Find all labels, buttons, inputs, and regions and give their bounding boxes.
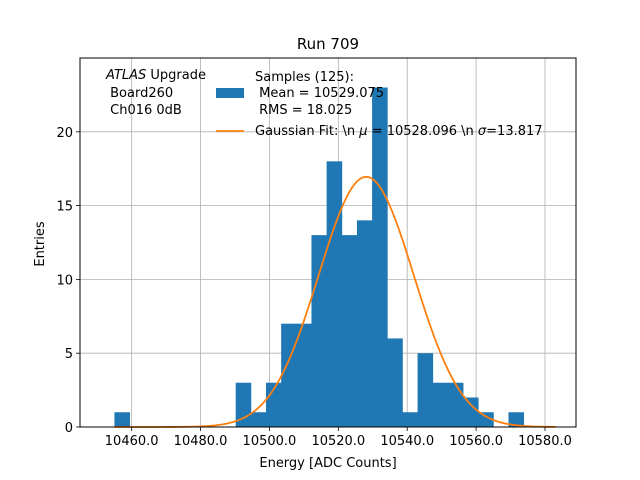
legend-histogram-swatch: [216, 88, 244, 98]
legend-fit-label: Gaussian Fit: \n μ = 10528.096 \n σ=13.8…: [255, 124, 543, 139]
legend-histogram-line-3: RMS = 18.025: [255, 103, 352, 118]
legend-fit-prefix: Gaussian Fit: \n: [255, 124, 359, 139]
annotation-atlas: ATLAS: [105, 68, 146, 83]
annotation-upgrade: Upgrade: [146, 68, 206, 83]
histogram-bar: [326, 161, 343, 427]
annotation-line-2: Board260: [106, 86, 173, 101]
legend: Samples (125): Mean = 10529.075 RMS = 18…: [216, 70, 543, 139]
histogram-bar: [417, 353, 434, 427]
histogram-bar: [463, 397, 479, 427]
annotation-line-3: Ch016 0dB: [106, 103, 182, 118]
histogram-bar: [402, 412, 418, 427]
y-tick-label: 15: [56, 200, 73, 215]
legend-fit-suffix: =13.817: [486, 124, 542, 139]
x-tick-label: 10560.0: [449, 434, 503, 449]
annotation-line-1: ATLAS Upgrade: [105, 68, 206, 83]
x-tick-label: 10540.0: [380, 434, 434, 449]
x-tick-label: 10500.0: [243, 434, 297, 449]
histogram-bar: [432, 382, 449, 427]
legend-fit-sigma: σ: [478, 124, 487, 139]
y-tick-label: 5: [65, 347, 73, 362]
histogram-bar: [447, 382, 464, 427]
y-tick-label: 0: [65, 421, 73, 436]
x-tick-label: 10580.0: [518, 434, 572, 449]
plot-frame: [79, 57, 577, 428]
histogram-bar: [356, 220, 373, 427]
y-tick-label: 10: [56, 273, 73, 288]
x-tick-label: 10480.0: [174, 434, 228, 449]
legend-histogram-line-1: Samples (125):: [255, 70, 354, 85]
legend-histogram-line-2: Mean = 10529.075: [255, 86, 384, 101]
histogram-bar: [387, 338, 403, 427]
y-tick-label: 20: [56, 126, 73, 141]
histogram-bar: [508, 412, 525, 427]
histogram-bar: [250, 412, 267, 427]
x-tick-label: 10520.0: [311, 434, 365, 449]
x-axis-label: Energy [ADC Counts]: [259, 456, 396, 471]
histogram-bar: [114, 412, 130, 427]
histogram-bar: [296, 323, 312, 427]
histogram-bar: [341, 235, 358, 427]
y-axis-label: Entries: [33, 221, 48, 267]
atlas-annotation: ATLAS Upgrade Board260 Ch016 0dB: [105, 68, 206, 118]
histogram-bar: [478, 412, 494, 427]
axis-ticks: 10460.0 10480.0 10500.0 10520.0 10540.0 10560…: [56, 126, 571, 449]
histogram-bar: [372, 87, 388, 428]
histogram-bars: [114, 87, 525, 428]
chart-title: Run 709: [297, 35, 359, 53]
legend-fit-mid: = 10528.096 \n: [368, 124, 478, 139]
histogram-bar: [311, 235, 328, 427]
legend-fit-mu: μ: [358, 124, 367, 139]
histogram-bar: [281, 323, 297, 427]
x-tick-label: 10460.0: [105, 434, 159, 449]
